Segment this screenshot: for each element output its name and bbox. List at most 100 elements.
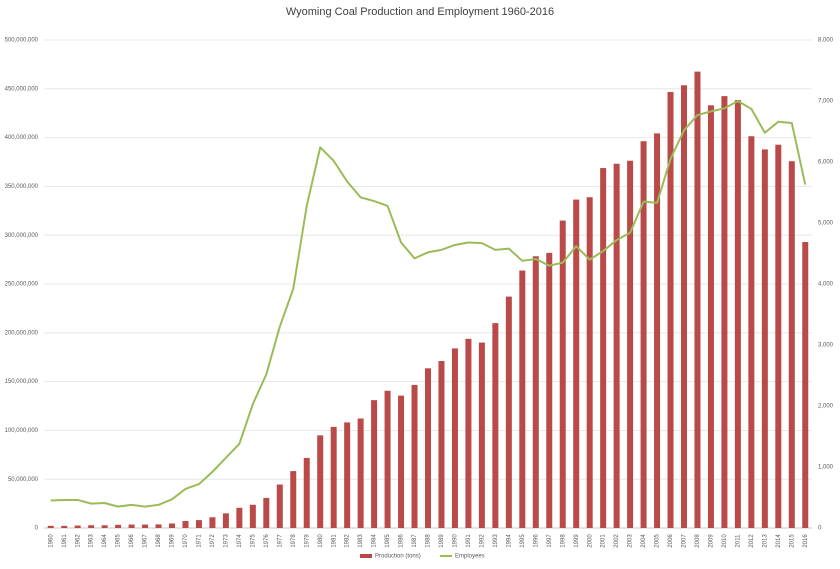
bar — [371, 400, 378, 528]
bar — [532, 256, 539, 528]
y-tick-label: 150,000,000 — [5, 379, 39, 385]
x-tick-label: 2009 — [709, 534, 715, 548]
x-tick-label: 1971 — [197, 534, 203, 548]
x-tick-label: 1978 — [291, 534, 297, 548]
bar — [357, 418, 364, 528]
x-tick-label: 1963 — [89, 534, 95, 548]
x-tick-label: 1980 — [318, 534, 324, 548]
bar — [169, 523, 175, 528]
x-tick-label: 2000 — [587, 534, 593, 548]
x-tick-label: 2016 — [803, 534, 809, 548]
y2-tick-label: 8,000 — [818, 38, 834, 44]
x-tick-label: 1974 — [237, 534, 243, 548]
x-tick-label: 1976 — [264, 534, 270, 548]
bar — [586, 197, 593, 529]
bar — [236, 507, 243, 528]
x-tick-label: 1986 — [399, 534, 405, 548]
x-tick-label: 2004 — [641, 534, 647, 548]
x-tick-label: 2012 — [749, 534, 755, 548]
bar — [249, 504, 256, 528]
x-tick-label: 1962 — [75, 534, 81, 548]
bar — [142, 524, 149, 528]
y-tick-label: 0 — [35, 526, 39, 532]
y2-tick-label: 0 — [818, 526, 822, 532]
y-tick-label: 300,000,000 — [5, 233, 39, 239]
bar — [478, 342, 485, 528]
y2-tick-label: 6,000 — [818, 160, 834, 166]
y2-tick-label: 5,000 — [818, 221, 834, 227]
bar — [88, 525, 95, 528]
y2-tick-label: 7,000 — [818, 99, 834, 105]
x-tick-label: 2002 — [614, 534, 620, 548]
bar — [546, 252, 553, 528]
bar — [465, 338, 472, 528]
bar — [681, 85, 687, 528]
x-tick-label: 1961 — [62, 534, 68, 548]
x-tick-label: 1990 — [453, 534, 459, 548]
x-tick-label: 2015 — [789, 534, 795, 548]
x-tick-label: 2013 — [762, 534, 768, 548]
bar — [411, 384, 418, 528]
bar — [209, 517, 216, 528]
y2-tick-label: 3,000 — [818, 343, 834, 349]
bar — [317, 435, 324, 528]
x-tick-label: 1975 — [250, 534, 256, 548]
y2-tick-label: 4,000 — [818, 282, 834, 288]
line — [50, 100, 807, 508]
x-tick-label: 2011 — [735, 534, 741, 548]
x-tick-label: 1988 — [426, 534, 432, 548]
legend-label: Employees — [455, 554, 485, 560]
y-tick-label: 250,000,000 — [5, 282, 39, 288]
bar — [654, 133, 661, 528]
x-tick-label: 1960 — [48, 534, 54, 548]
bar — [438, 361, 445, 528]
legend-swatch — [360, 554, 372, 558]
x-tick-label: 1965 — [116, 534, 122, 548]
bar — [721, 96, 728, 529]
bar — [290, 471, 297, 528]
x-tick-label: 1964 — [102, 534, 108, 548]
x-tick-label: 1969 — [170, 534, 176, 548]
x-tick-label: 1996 — [533, 534, 539, 548]
bar — [802, 242, 809, 529]
bar — [303, 457, 310, 528]
x-tick-label: 2005 — [655, 534, 661, 548]
bar — [128, 524, 135, 528]
bar — [748, 136, 755, 529]
bar — [195, 520, 202, 528]
y-tick-label: 450,000,000 — [5, 86, 39, 92]
x-tick-label: 1973 — [223, 534, 229, 548]
x-tick-label: 1983 — [358, 534, 364, 548]
x-tick-label: 1991 — [466, 534, 472, 548]
x-tick-label: 1979 — [304, 534, 310, 548]
bar — [600, 168, 607, 528]
x-tick-label: 2008 — [695, 534, 701, 548]
y-tick-label: 500,000,000 — [5, 38, 39, 44]
legend-label: Production (tons) — [375, 554, 421, 560]
x-tick-label: 1989 — [439, 534, 445, 548]
x-tick-label: 1993 — [493, 534, 499, 548]
bar — [182, 520, 189, 528]
bar — [694, 71, 701, 528]
bar — [115, 524, 122, 528]
x-tick-label: 1972 — [210, 534, 216, 548]
y-tick-label: 200,000,000 — [5, 330, 39, 336]
x-tick-label: 1987 — [412, 534, 418, 548]
x-tick-label: 1994 — [506, 534, 512, 548]
bar — [222, 513, 229, 528]
x-tick-label: 1968 — [156, 534, 162, 548]
x-tick-label: 1970 — [183, 534, 189, 548]
x-tick-label: 2003 — [628, 534, 634, 548]
bar — [492, 323, 499, 528]
bar — [775, 144, 782, 528]
y-tick-label: 350,000,000 — [5, 184, 39, 190]
bar — [384, 390, 391, 528]
y2-tick-label: 2,000 — [818, 404, 834, 410]
x-tick-label: 1998 — [560, 534, 566, 548]
x-tick-label: 2014 — [776, 534, 782, 548]
bar — [263, 497, 270, 528]
x-tick-label: 2007 — [682, 534, 688, 548]
y-tick-label: 50,000,000 — [8, 477, 39, 483]
bar — [74, 525, 81, 528]
